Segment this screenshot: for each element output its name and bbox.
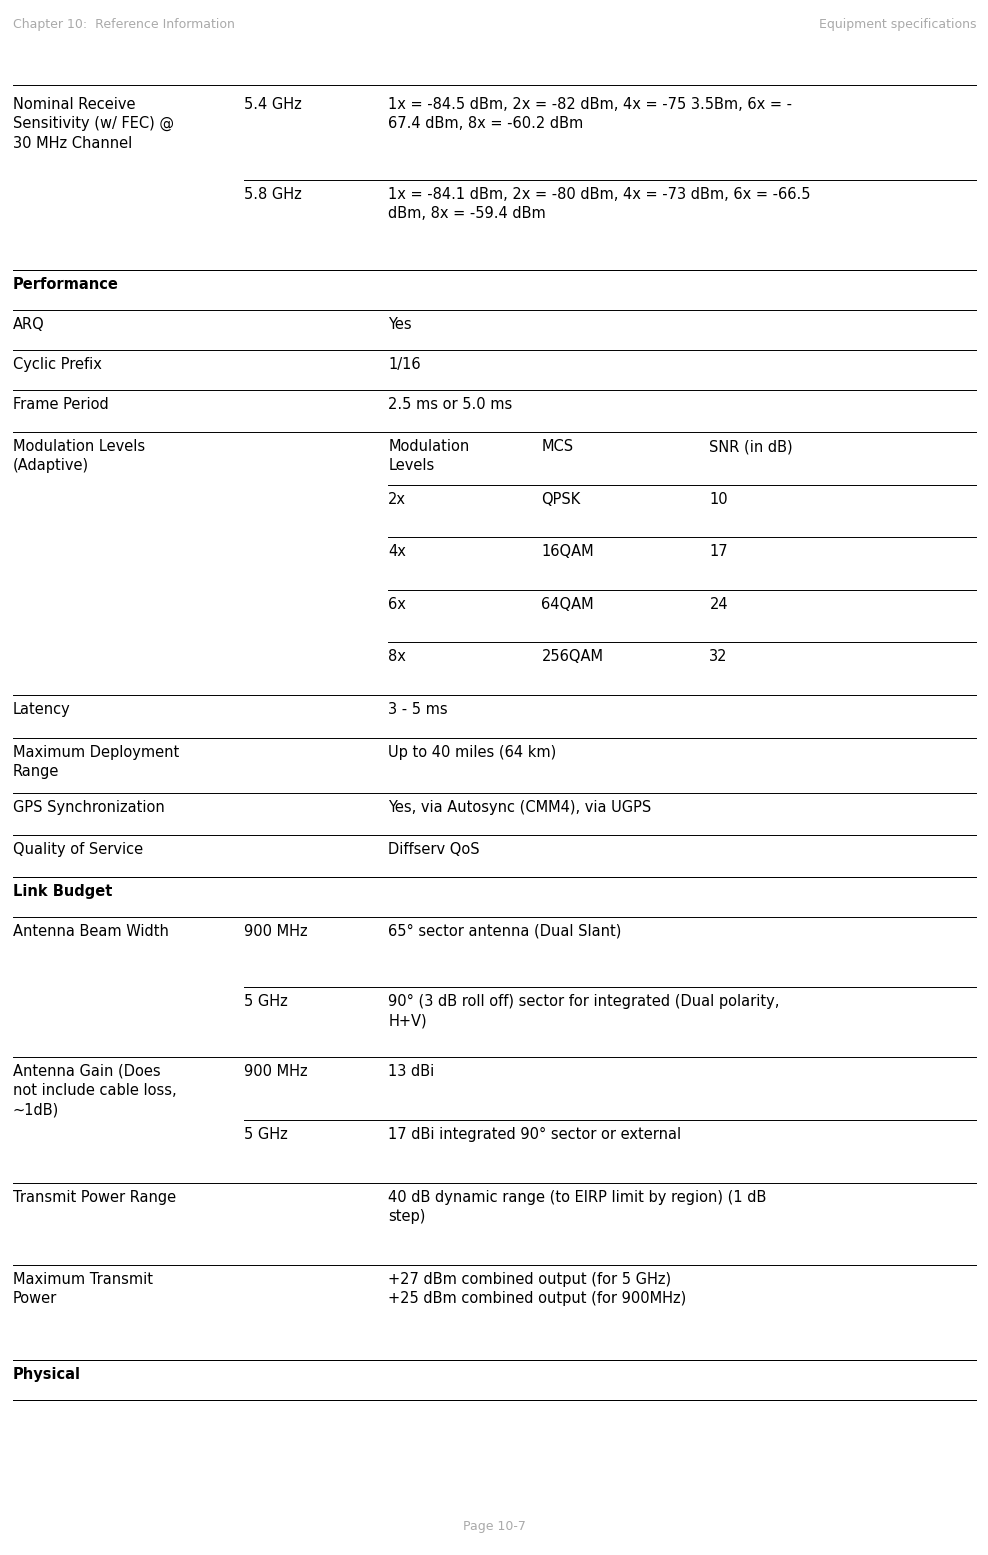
Text: ARQ: ARQ <box>13 317 44 333</box>
Text: 1x = -84.5 dBm, 2x = -82 dBm, 4x = -75 3.5Bm, 6x = -
67.4 dBm, 8x = -60.2 dBm: 1x = -84.5 dBm, 2x = -82 dBm, 4x = -75 3… <box>388 96 792 131</box>
Text: 64QAM: 64QAM <box>541 597 594 611</box>
Text: 5 GHz: 5 GHz <box>244 1127 288 1141</box>
Text: 4x: 4x <box>388 544 406 560</box>
Text: Quality of Service: Quality of Service <box>13 841 143 857</box>
Text: Frame Period: Frame Period <box>13 397 109 412</box>
Text: Latency: Latency <box>13 701 70 717</box>
Text: Modulation Levels
(Adaptive): Modulation Levels (Adaptive) <box>13 439 145 473</box>
Text: Modulation
Levels: Modulation Levels <box>388 439 469 473</box>
Text: Up to 40 miles (64 km): Up to 40 miles (64 km) <box>388 745 556 760</box>
Text: GPS Synchronization: GPS Synchronization <box>13 799 165 815</box>
Text: Performance: Performance <box>13 277 119 292</box>
Text: Antenna Beam Width: Antenna Beam Width <box>13 924 169 939</box>
Text: 32: 32 <box>709 650 728 664</box>
Text: 8x: 8x <box>388 650 406 664</box>
Text: 2x: 2x <box>388 491 406 507</box>
Text: 24: 24 <box>709 597 728 611</box>
Text: 2.5 ms or 5.0 ms: 2.5 ms or 5.0 ms <box>388 397 513 412</box>
Text: 16QAM: 16QAM <box>541 544 594 560</box>
Text: 256QAM: 256QAM <box>541 650 604 664</box>
Text: Diffserv QoS: Diffserv QoS <box>388 841 480 857</box>
Text: SNR (in dB): SNR (in dB) <box>709 439 793 454</box>
Text: Transmit Power Range: Transmit Power Range <box>13 1190 176 1205</box>
Text: Antenna Gain (Does
not include cable loss,
~1dB): Antenna Gain (Does not include cable los… <box>13 1064 177 1118</box>
Text: Yes, via Autosync (CMM4), via UGPS: Yes, via Autosync (CMM4), via UGPS <box>388 799 651 815</box>
Text: Equipment specifications: Equipment specifications <box>819 19 976 31</box>
Text: 65° sector antenna (Dual Slant): 65° sector antenna (Dual Slant) <box>388 924 621 939</box>
Text: 10: 10 <box>709 491 728 507</box>
Text: 1x = -84.1 dBm, 2x = -80 dBm, 4x = -73 dBm, 6x = -66.5
dBm, 8x = -59.4 dBm: 1x = -84.1 dBm, 2x = -80 dBm, 4x = -73 d… <box>388 187 811 221</box>
Text: Page 10-7: Page 10-7 <box>462 1519 526 1533</box>
Text: 13 dBi: 13 dBi <box>388 1064 435 1079</box>
Text: Maximum Transmit
Power: Maximum Transmit Power <box>13 1272 153 1306</box>
Text: 5 GHz: 5 GHz <box>244 994 288 1009</box>
Text: Cyclic Prefix: Cyclic Prefix <box>13 358 102 372</box>
Text: 90° (3 dB roll off) sector for integrated (Dual polarity,
H+V): 90° (3 dB roll off) sector for integrate… <box>388 994 780 1028</box>
Text: 5.4 GHz: 5.4 GHz <box>244 96 301 112</box>
Text: Physical: Physical <box>13 1367 81 1382</box>
Text: 3 - 5 ms: 3 - 5 ms <box>388 701 448 717</box>
Text: 6x: 6x <box>388 597 406 611</box>
Text: 900 MHz: 900 MHz <box>244 1064 307 1079</box>
Text: Yes: Yes <box>388 317 412 333</box>
Text: Chapter 10:  Reference Information: Chapter 10: Reference Information <box>13 19 235 31</box>
Text: +27 dBm combined output (for 5 GHz)
+25 dBm combined output (for 900MHz): +27 dBm combined output (for 5 GHz) +25 … <box>388 1272 687 1306</box>
Text: 17: 17 <box>709 544 728 560</box>
Text: 17 dBi integrated 90° sector or external: 17 dBi integrated 90° sector or external <box>388 1127 682 1141</box>
Text: QPSK: QPSK <box>541 491 581 507</box>
Text: 5.8 GHz: 5.8 GHz <box>244 187 301 202</box>
Text: Maximum Deployment
Range: Maximum Deployment Range <box>13 745 179 779</box>
Text: 40 dB dynamic range (to EIRP limit by region) (1 dB
step): 40 dB dynamic range (to EIRP limit by re… <box>388 1190 767 1224</box>
Text: 1/16: 1/16 <box>388 358 421 372</box>
Text: Nominal Receive
Sensitivity (w/ FEC) @
30 MHz Channel: Nominal Receive Sensitivity (w/ FEC) @ 3… <box>13 96 174 151</box>
Text: 900 MHz: 900 MHz <box>244 924 307 939</box>
Text: MCS: MCS <box>541 439 574 454</box>
Text: Link Budget: Link Budget <box>13 883 113 899</box>
